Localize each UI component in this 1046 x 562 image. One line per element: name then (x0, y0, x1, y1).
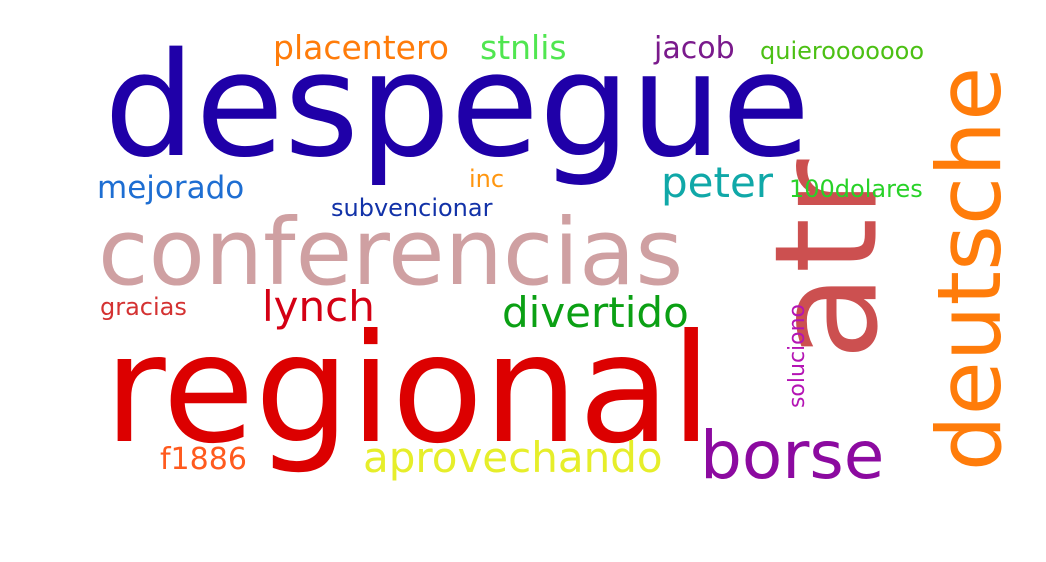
word-regional: regional (104, 303, 712, 477)
word-borse: borse (700, 417, 885, 494)
word-despegue: despegue (104, 21, 811, 189)
word-divertido: divertido (502, 288, 689, 337)
word-soluciono: soluciono (785, 303, 811, 409)
word-mejorado: mejorado (97, 170, 245, 206)
word-lynch: lynch (262, 282, 375, 331)
word-subvencionar: subvencionar (331, 194, 493, 222)
word-deutsche: deutsche (918, 66, 1022, 472)
word-stnlis: stnlis (480, 28, 567, 67)
word-conferencias: conferencias (98, 199, 684, 306)
word-jacob: jacob (654, 31, 735, 66)
word-gracias: gracias (100, 293, 187, 321)
word-placentero: placentero (273, 28, 449, 67)
word-f1886: f1886 (160, 442, 247, 477)
word-peter: peter (661, 158, 774, 207)
word-inc: inc (469, 165, 505, 193)
word-quierooooooo: quierooooooo (760, 37, 925, 65)
word-100dolares: 100dolares (789, 175, 923, 203)
word-aprovechando: aprovechando (363, 433, 663, 482)
